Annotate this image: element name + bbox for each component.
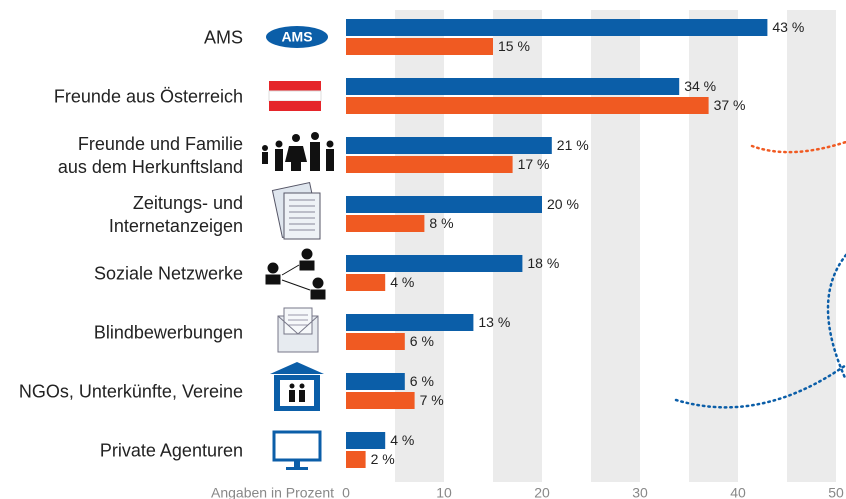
- bar: [346, 432, 386, 449]
- monitor-icon: [272, 430, 322, 470]
- x-tick-label: 20: [534, 485, 550, 499]
- x-tick-label: 40: [730, 485, 746, 499]
- value-label: 4 %: [390, 274, 414, 290]
- value-label: 6 %: [410, 373, 434, 389]
- value-label: 21 %: [557, 137, 589, 153]
- family-icon: [262, 132, 334, 171]
- x-tick-label: 10: [436, 485, 452, 499]
- category-label: Zeitungs- und Internetanzeigen: [108, 193, 243, 236]
- value-label: 13 %: [478, 314, 510, 330]
- bar: [346, 333, 405, 350]
- letter-icon: [277, 307, 319, 353]
- grid-stripe: [689, 10, 738, 482]
- ams-logo: [266, 26, 328, 48]
- bar: [346, 392, 415, 409]
- icons: AMS: [262, 26, 334, 470]
- value-label: 4 %: [390, 432, 414, 448]
- flag: [269, 101, 321, 111]
- bar: [346, 451, 366, 468]
- logo-text: AMS: [281, 29, 312, 45]
- flag: [268, 90, 322, 102]
- bar: [346, 373, 405, 390]
- bar: [346, 38, 493, 55]
- value-label: 6 %: [410, 333, 434, 349]
- category-label: AMS: [203, 27, 243, 48]
- bar: [346, 274, 386, 291]
- value-label: 2 %: [371, 451, 395, 467]
- bar: [346, 137, 552, 154]
- network-icon: [265, 248, 326, 300]
- category-label: Freunde aus Österreich: [53, 86, 243, 107]
- shelter-icon: [270, 362, 324, 411]
- x-tick-label: 50: [828, 485, 844, 499]
- value-label: 34 %: [684, 78, 716, 94]
- decoration: [674, 140, 846, 409]
- value-label: 15 %: [498, 38, 530, 54]
- newspaper-icon: [271, 181, 321, 240]
- bar: [346, 255, 523, 272]
- x-tick-label: 30: [632, 485, 648, 499]
- x-axis-label: Angaben in Prozent: [211, 485, 334, 499]
- grid-stripe: [787, 10, 836, 482]
- flag: [269, 81, 321, 91]
- category-label: Freunde und Familie aus dem Herkunftslan…: [57, 134, 243, 177]
- value-label: 8 %: [429, 215, 453, 231]
- value-label: 7 %: [420, 392, 444, 408]
- category-label: Private Agenturen: [99, 440, 243, 461]
- bar: [346, 156, 513, 173]
- bar: [346, 78, 680, 95]
- category-label: NGOs, Unterkünfte, Vereine: [18, 381, 243, 402]
- category-label: Soziale Netzwerke: [93, 263, 243, 284]
- bar: [346, 215, 425, 232]
- value-label: 43 %: [772, 19, 804, 35]
- bar: [346, 196, 542, 213]
- value-label: 17 %: [518, 156, 550, 172]
- value-label: 37 %: [714, 97, 746, 113]
- category-label: Blindbewerbungen: [93, 322, 243, 343]
- bar: [346, 97, 709, 114]
- value-label: 18 %: [527, 255, 559, 271]
- bar: [346, 314, 474, 331]
- x-tick-label: 0: [342, 485, 350, 499]
- value-label: 20 %: [547, 196, 579, 212]
- bar: [346, 19, 768, 36]
